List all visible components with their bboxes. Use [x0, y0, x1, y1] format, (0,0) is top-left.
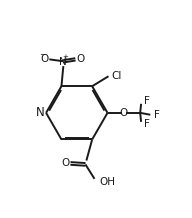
- Text: O: O: [120, 108, 128, 118]
- Text: F: F: [154, 110, 160, 120]
- Text: −: −: [39, 50, 46, 59]
- Text: Cl: Cl: [111, 71, 121, 81]
- Text: F: F: [144, 96, 150, 106]
- Text: N: N: [36, 106, 45, 119]
- Text: N: N: [59, 57, 66, 67]
- Text: O: O: [76, 54, 84, 64]
- Text: O: O: [41, 54, 49, 64]
- Text: F: F: [144, 119, 150, 129]
- Text: O: O: [62, 158, 70, 169]
- Text: +: +: [63, 54, 69, 60]
- Text: OH: OH: [99, 177, 115, 187]
